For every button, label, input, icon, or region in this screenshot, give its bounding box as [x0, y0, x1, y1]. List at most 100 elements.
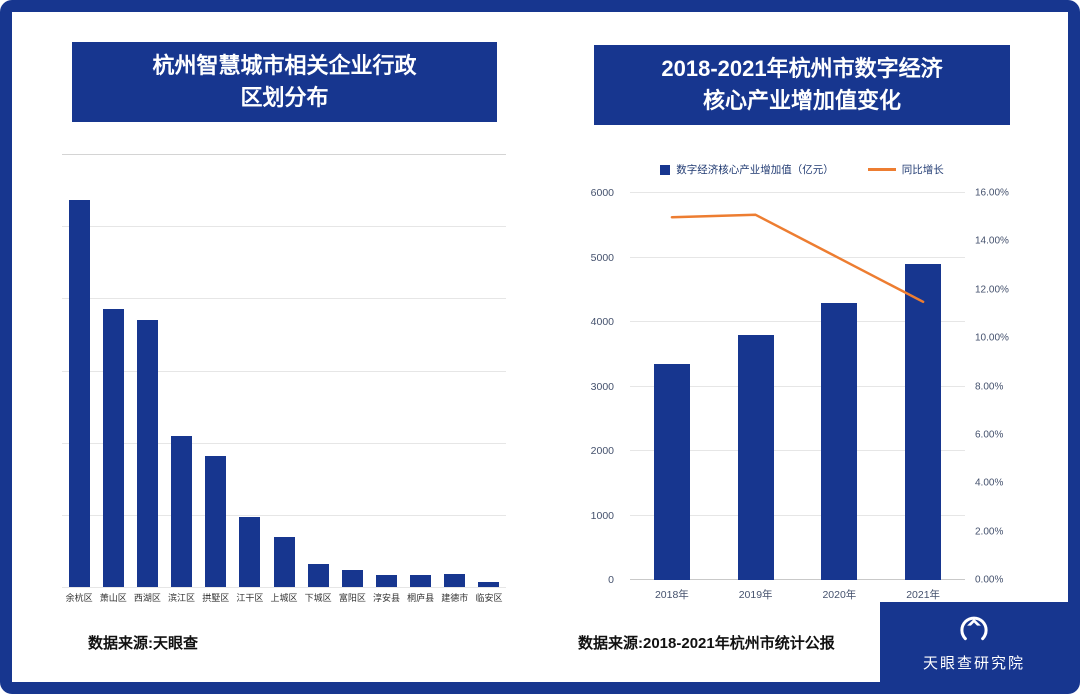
right-chart-title-line1: 2018-2021年杭州市数字经济: [661, 56, 943, 82]
bar: [444, 574, 466, 587]
district-bar-chart: 余杭区 萧山区 西湖区 滨江区 拱墅区 江干区 上城区 下城区 富阳区 淳安县 桐庐县 建德市 临安区: [62, 154, 506, 603]
left-chart-title-line1: 杭州智慧城市相关企业行政: [152, 53, 417, 79]
value-bar: [905, 263, 942, 580]
category-label: 拱墅区: [202, 593, 230, 603]
category-label: 富阳区: [338, 593, 366, 603]
bar: [205, 455, 227, 587]
bar: [341, 569, 363, 587]
legend-item: 数字经济核心产业增加值（亿元）: [660, 162, 834, 177]
combo-chart: 0 1000 2000 3000 4000 5000 6000 0.00% 2.00% 4.00…: [570, 187, 1030, 605]
right-axis-tick: 6.00%: [975, 429, 1004, 441]
tianyancha-logo-block: 天眼查研究院: [880, 602, 1068, 682]
right-axis-tick: 10.00%: [975, 332, 1009, 344]
gridline: [62, 298, 506, 300]
right-percent-axis: 0.00% 2.00% 4.00% 6.00% 8.00% 10.00% 12.00% 14.…: [971, 188, 1029, 586]
bar-area: [472, 154, 506, 587]
left-chart-gridlines: [62, 154, 506, 588]
left-axis-tick: 6000: [590, 187, 614, 199]
x-tick-label: 2021年: [906, 589, 941, 601]
right-axis-tick: 12.00%: [975, 284, 1009, 296]
category-label: 上城区: [270, 593, 298, 603]
tianyancha-logo-text: 天眼查研究院: [922, 655, 1025, 672]
right-source-text: 数据来源:2018-2021年杭州市统计公报: [578, 635, 835, 652]
category-label: 桐庐县: [407, 593, 435, 603]
right-chart-title-line2: 核心产业增加值变化: [702, 88, 901, 113]
chart-legend: 数字经济核心产业增加值（亿元） 同比增长: [594, 162, 1010, 177]
category-label: 萧山区: [99, 593, 127, 603]
gridline: [62, 442, 506, 444]
bar-column: 建德市: [438, 154, 472, 603]
gridline: [630, 256, 965, 258]
value-bar: [821, 303, 858, 580]
bar: [410, 575, 432, 587]
category-label: 下城区: [304, 593, 332, 603]
legend-bar-swatch: [660, 164, 671, 175]
bar-column: 桐庐县: [404, 154, 438, 603]
gridline: [630, 385, 965, 387]
bar-column: 淳安县: [369, 154, 403, 603]
bar: [307, 563, 329, 587]
left-axis-tick: 2000: [590, 445, 614, 458]
gridline: [630, 450, 965, 452]
bar-column: 江干区: [233, 154, 267, 603]
bar-area: [96, 154, 130, 587]
bar-area: [267, 154, 301, 587]
bar-area: [199, 154, 233, 587]
legend-line-swatch: [867, 168, 896, 171]
gridline: [62, 587, 506, 588]
x-tick-label: 2020年: [822, 589, 857, 601]
x-tick-label: 2019年: [738, 589, 773, 601]
category-label: 建德市: [441, 593, 469, 603]
bar-column: 滨江区: [164, 154, 198, 603]
left-axis-tick: 5000: [590, 251, 614, 264]
right-axis-tick: 2.00%: [975, 526, 1004, 538]
right-axis-tick: 14.00%: [975, 235, 1009, 247]
bar-column: 余杭区: [62, 154, 96, 603]
plot-area: [630, 192, 965, 580]
bar-area: [62, 154, 96, 587]
bar: [478, 581, 500, 587]
x-tick-label: 2018年: [654, 589, 689, 601]
value-bar: [737, 335, 774, 580]
left-chart-title: 杭州智慧城市相关企业行政 区划分布: [72, 42, 497, 122]
bar-column: 萧山区: [96, 154, 130, 603]
gridline: [630, 192, 965, 193]
category-label: 西湖区: [133, 593, 161, 603]
gridline: [62, 370, 506, 372]
legend-label: 同比增长: [901, 164, 944, 176]
bar-area: [130, 154, 164, 587]
left-value-axis: 0 1000 2000 3000 4000 5000 6000: [570, 187, 622, 586]
right-axis-tick: 4.00%: [975, 477, 1004, 489]
bar-column: 富阳区: [335, 154, 369, 603]
bar: [239, 517, 261, 587]
right-axis-tick: 8.00%: [975, 381, 1004, 392]
right-axis-tick: 0.00%: [975, 574, 1004, 586]
left-source-text: 数据来源:天眼查: [88, 635, 198, 652]
right-axis-tick: 16.00%: [975, 187, 1009, 199]
right-chart-title: 2018-2021年杭州市数字经济 核心产业增加值变化: [594, 45, 1010, 125]
bar-area: [404, 154, 438, 587]
left-chart-title-line2: 区划分布: [240, 85, 329, 110]
bar: [273, 536, 295, 587]
category-label: 余杭区: [65, 593, 93, 603]
tianyancha-logo-icon: [960, 616, 988, 641]
bar: [136, 320, 158, 587]
left-chart-bars: 余杭区 萧山区 西湖区 滨江区 拱墅区 江干区 上城区 下城区 富阳区 淳安县 桐庐县 建德市 临安区: [62, 154, 506, 603]
bar-area: [438, 154, 472, 587]
category-label: 临安区: [475, 593, 503, 603]
x-axis-labels: 2018年 2019年 2020年 2021年: [630, 587, 965, 603]
bar-column: 上城区: [267, 154, 301, 603]
bar: [375, 575, 397, 587]
gridline: [62, 154, 506, 155]
left-axis-tick: 1000: [590, 509, 614, 522]
gridline: [630, 321, 965, 323]
bar-column: 西湖区: [130, 154, 164, 603]
bar-area: [301, 154, 335, 587]
bar-area: [369, 154, 403, 587]
category-label: 滨江区: [168, 593, 196, 603]
left-axis-tick: 4000: [590, 316, 614, 329]
bar-area: [233, 154, 267, 587]
bar-column: 下城区: [301, 154, 335, 603]
left-axis-tick: 3000: [590, 380, 614, 393]
